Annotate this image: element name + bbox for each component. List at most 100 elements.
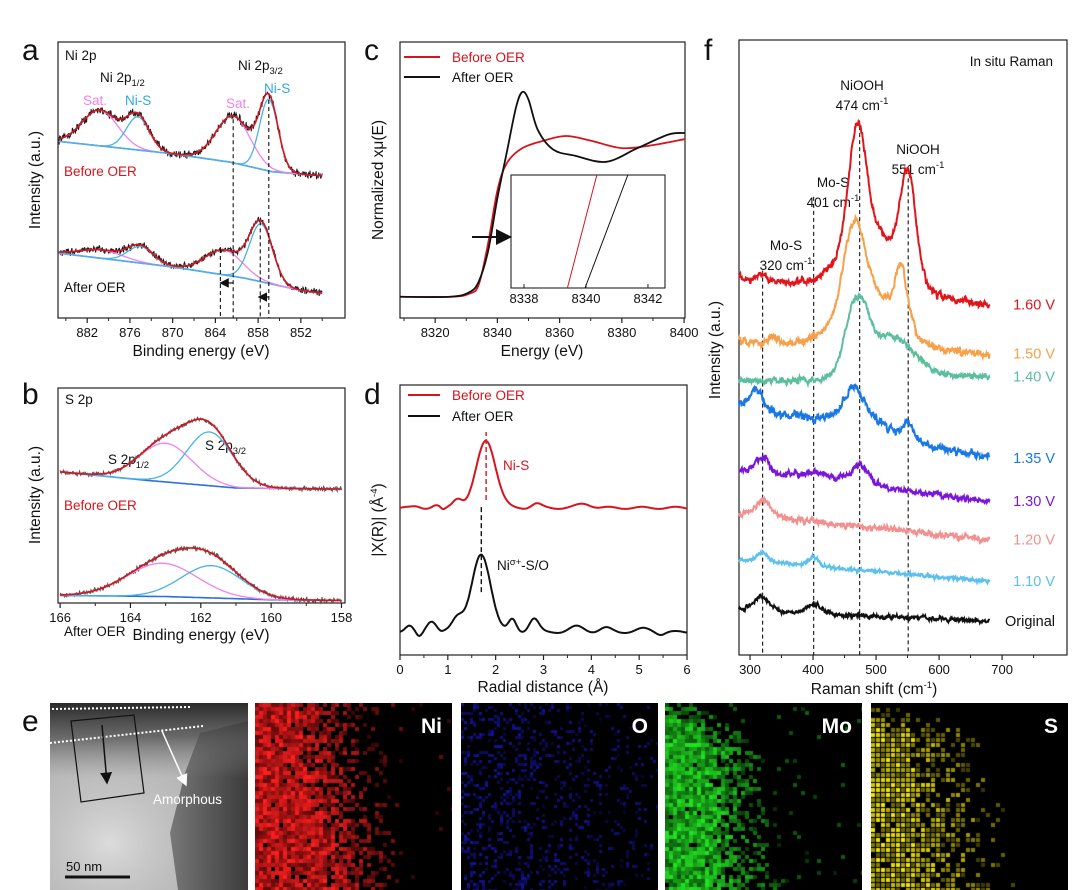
tem-top-shade — [50, 703, 248, 890]
panel-d-annotations: Before OER After OER Ni-S Niσ+-S/O Radia… — [369, 388, 608, 696]
element-label: S — [1043, 715, 1058, 738]
eds-map-o: O — [461, 703, 658, 890]
potential-label: 1.35 V — [1013, 451, 1055, 467]
raman-spectrum-line — [738, 495, 991, 545]
panel-f-annotations: In situ Raman Mo-S 320 cm-1 Mo-S 401 cm-… — [707, 54, 1053, 698]
label-sat-1: Sat. — [83, 93, 107, 108]
y-axis-label: Intensity (a.u.) — [27, 131, 44, 229]
legend-after-oer: After OER — [452, 409, 514, 424]
eds-map-canvas — [665, 703, 862, 890]
fit-envelope-line — [60, 547, 342, 602]
x-tick-label: 882 — [76, 325, 98, 340]
x-tick-label: 4 — [588, 662, 595, 677]
peak-value-551: 551 cm-1 — [892, 160, 945, 177]
raman-spectrum-line — [738, 383, 991, 462]
dotted-boundary-line — [51, 706, 191, 710]
label-nis-1: Ni-S — [125, 93, 151, 108]
inset-tick-label: 8340 — [572, 291, 601, 306]
xanes-line-after-oer — [399, 90, 686, 299]
potential-label: 1.30 V — [1013, 494, 1055, 510]
x-tick-label: 2 — [492, 662, 499, 677]
tem-image: Amorphous 50 nm — [50, 703, 248, 890]
x-axis-label: Binding energy (eV) — [133, 343, 270, 360]
x-tick-label: 876 — [119, 325, 141, 340]
x-tick-label: 8340 — [483, 325, 512, 340]
element-label: Ni — [421, 715, 442, 738]
watermark-logo-mark — [8, 864, 28, 884]
potential-label: 1.40 V — [1013, 370, 1055, 386]
peak-value-320: 320 cm-1 — [760, 256, 813, 273]
x-tick-label: 8380 — [607, 325, 636, 340]
plot-frame — [57, 41, 346, 319]
inset-frame — [510, 174, 666, 289]
peak-value-401: 401 cm-1 — [807, 193, 860, 210]
watermark-logo — [8, 864, 36, 884]
potential-label: Original — [1005, 614, 1055, 630]
fit-component-s2p12 — [60, 442, 342, 490]
raman-spectrum-line — [738, 592, 991, 626]
y-axis-label: Intensity (a.u.) — [707, 301, 724, 399]
inset: 8338 8340 8342 — [510, 174, 666, 306]
potential-label: 1.50 V — [1013, 346, 1055, 362]
label-ni-sigma-s-o: Niσ+-S/O — [497, 557, 549, 573]
x-axis-label: Radial distance (Å) — [478, 679, 609, 696]
x-tick-label: 600 — [928, 662, 950, 677]
x-tick-label: 852 — [290, 325, 312, 340]
figure-plots: a b c d f Ni 2p Ni 2p1/2 Ni 2p3/2 Sat. N… — [22, 34, 1068, 698]
inset-edge-line — [566, 174, 598, 289]
y-axis-label: Normalized xμ(E) — [370, 120, 387, 240]
fit-envelope-line — [58, 92, 323, 177]
panel-label-f: f — [704, 34, 713, 67]
inset-tick-label: 8342 — [633, 291, 662, 306]
raman-spectrum-line — [738, 548, 991, 587]
potential-label: 1.60 V — [1013, 297, 1055, 313]
amorphous-pointer-arrow — [161, 730, 188, 787]
x-axis-label: Raman shift (cm-1) — [811, 680, 937, 698]
x-tick-label: 858 — [247, 325, 269, 340]
element-label: Mo — [821, 715, 852, 738]
label-nis-2: Ni-S — [264, 81, 290, 96]
fit-component-s2p12 — [60, 562, 342, 602]
fit-envelope-line — [58, 219, 323, 294]
peak-label-niooh-474: NiOOH — [840, 78, 884, 93]
legend-before-oer: Before OER — [452, 388, 525, 403]
panel-label-d: d — [364, 378, 381, 411]
x-tick-label: 8400 — [670, 325, 699, 340]
legend-before-oer: Before OER — [452, 50, 525, 65]
x-tick-label: 870 — [162, 325, 184, 340]
label-before-oer: Before OER — [64, 498, 137, 513]
raman-spectrum-line — [738, 118, 991, 310]
potential-label: 1.10 V — [1013, 574, 1055, 590]
eds-map-canvas — [461, 703, 658, 890]
panel-c-plot: 8320 8340 8360 8380 8400 8338 8340 8342 — [399, 41, 699, 340]
panel-label-c: c — [364, 34, 379, 67]
dotted-boundary-line — [50, 725, 204, 744]
y-axis-label: |X(R)| (Å-4) — [369, 483, 387, 556]
x-tick-label: 0 — [396, 662, 403, 677]
panel-label-b: b — [22, 378, 39, 411]
panel-c-annotations: Before OER After OER Energy (eV) Normali… — [370, 50, 583, 360]
label-s2p12: S 2p1/2 — [108, 452, 149, 471]
peak-label-mos-401: Mo-S — [817, 175, 849, 190]
x-tick-label: 6 — [683, 662, 690, 677]
x-tick-label: 160 — [260, 610, 282, 625]
x-tick-label: 700 — [991, 662, 1013, 677]
x-tick-label: 500 — [865, 662, 887, 677]
fit-component-s2p32 — [60, 431, 342, 490]
raman-spectrum-line — [738, 454, 991, 506]
plot-frame — [738, 39, 1068, 656]
label-ni2p32: Ni 2p3/2 — [238, 58, 283, 77]
x-tick-label: 166 — [49, 610, 71, 625]
panel-b-annotations: S 2p S 2p1/2 S 2p3/2 Before OER After OE… — [27, 392, 270, 644]
watermark-logo-mark — [24, 864, 36, 876]
amorphous-label: Amorphous — [153, 792, 222, 807]
y-axis-label: Intensity (a.u.) — [27, 446, 44, 544]
peak-value-474: 474 cm-1 — [836, 96, 889, 113]
exafs-line-after-oer — [399, 553, 688, 637]
raman-spectrum-line — [738, 213, 991, 362]
title-s2p: S 2p — [65, 392, 93, 407]
x-axis-label: Energy (eV) — [501, 343, 584, 360]
label-nis: Ni-S — [503, 458, 529, 473]
label-before-oer: Before OER — [64, 164, 137, 179]
eds-map-ni: Ni — [255, 703, 452, 890]
